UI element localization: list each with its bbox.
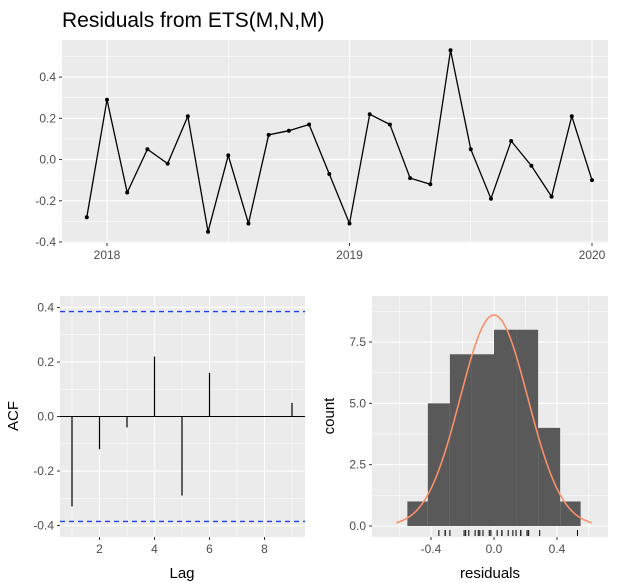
x-tick-label: 2020 xyxy=(579,248,606,262)
histogram-plot: -0.4 0.0 0.4 0.0 2.5 5.0 7.5 xyxy=(349,296,608,556)
y-tick-label: 0.2 xyxy=(39,111,56,125)
residual-point xyxy=(84,215,89,220)
x-tick-label: 0.0 xyxy=(486,542,503,556)
x-tick-label: 2 xyxy=(96,542,103,556)
normal-density-curve xyxy=(396,314,592,524)
residual-point xyxy=(488,196,493,201)
histogram-bar xyxy=(560,501,581,526)
residual-point xyxy=(387,122,392,127)
chart-title: Residuals from ETS(M,N,M) xyxy=(62,9,325,32)
histogram-bar xyxy=(471,354,494,526)
acf-plot: -0.4 -0.2 0.0 0.2 0.4 2 4 6 8 xyxy=(33,296,305,556)
x-tick-label: 2019 xyxy=(336,248,363,262)
residual-point xyxy=(286,128,291,133)
y-tick-label: -0.4 xyxy=(33,519,54,533)
residual-point xyxy=(327,171,332,176)
residual-point xyxy=(428,182,433,187)
x-tick-label: 6 xyxy=(206,542,213,556)
residual-point xyxy=(105,97,109,102)
y-tick-label: 0.0 xyxy=(39,153,56,167)
acf-x-label: Lag xyxy=(169,565,194,582)
residual-point xyxy=(347,221,352,226)
residual-point xyxy=(408,176,413,181)
y-tick-label: 7.5 xyxy=(349,335,366,349)
residual-point xyxy=(529,163,534,168)
residual-point xyxy=(185,114,190,119)
residual-point xyxy=(125,190,130,195)
histogram-bar xyxy=(538,427,561,526)
residual-point xyxy=(448,48,453,53)
x-tick-label: 2018 xyxy=(94,248,121,262)
x-tick-label: 8 xyxy=(261,542,268,556)
histogram-bar xyxy=(494,329,517,526)
residual-point xyxy=(590,178,594,183)
residual-point xyxy=(226,153,231,158)
residual-panel xyxy=(62,40,608,243)
y-tick-label: -0.4 xyxy=(35,235,56,249)
y-tick-label: 0.4 xyxy=(39,70,56,84)
y-tick-label: 0.2 xyxy=(37,355,54,369)
x-tick-label: 4 xyxy=(151,542,158,556)
x-tick-label: 0.4 xyxy=(549,542,566,556)
histogram-bar xyxy=(516,329,539,526)
residual-point xyxy=(246,221,251,226)
y-tick-label: 2.5 xyxy=(349,458,366,472)
residual-point xyxy=(509,139,514,143)
y-tick-label: 0.0 xyxy=(349,519,366,533)
residual-point xyxy=(468,147,473,152)
y-tick-label: 0.0 xyxy=(37,410,54,424)
residual-point xyxy=(549,194,554,199)
histogram-bar xyxy=(427,403,450,526)
x-tick-label: -0.4 xyxy=(421,542,442,556)
y-tick-label: 0.4 xyxy=(37,300,54,314)
residual-plot: -0.4 -0.2 0.0 0.2 0.4 2018 2019 2020 xyxy=(35,40,608,262)
histogram-y-label: count xyxy=(321,397,338,435)
acf-y-label: ACF xyxy=(5,401,22,431)
residual-line xyxy=(86,50,593,232)
histogram-bar xyxy=(449,354,472,526)
residual-point xyxy=(266,132,271,137)
residual-point xyxy=(569,114,574,119)
residual-point xyxy=(307,122,312,127)
histogram-bar xyxy=(407,501,428,526)
y-tick-label: -0.2 xyxy=(33,464,54,478)
y-tick-label: -0.2 xyxy=(35,194,56,208)
residual-point xyxy=(206,229,211,234)
residual-point xyxy=(145,147,150,152)
residual-point xyxy=(165,161,170,166)
y-tick-label: 5.0 xyxy=(349,396,366,410)
residual-point xyxy=(367,112,372,117)
histogram-x-label: residuals xyxy=(460,565,520,582)
